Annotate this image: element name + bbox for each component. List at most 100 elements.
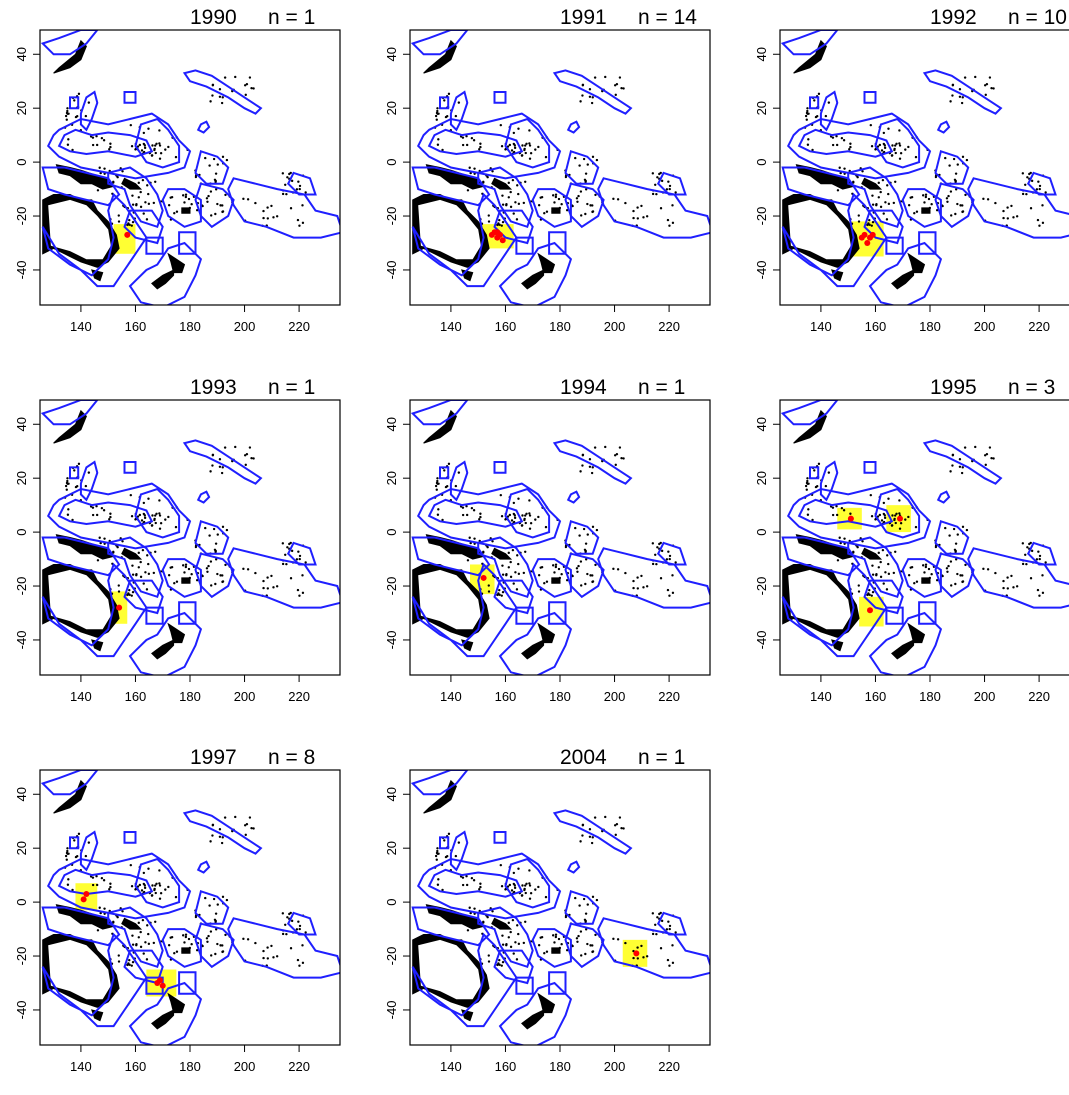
island-dot xyxy=(954,212,957,216)
island-dot xyxy=(102,139,106,142)
island-dot xyxy=(109,142,112,145)
island-dot xyxy=(298,184,302,188)
island-dot xyxy=(580,214,583,217)
island-dot xyxy=(174,525,178,529)
island-dot xyxy=(154,891,157,895)
island-dot xyxy=(1030,179,1034,183)
island-dot xyxy=(883,516,887,520)
island-dot xyxy=(131,573,135,576)
island-dot xyxy=(65,118,68,121)
island-dot xyxy=(218,828,222,831)
island-dot xyxy=(472,509,476,512)
island-dot xyxy=(1024,183,1027,187)
island-dot xyxy=(893,148,896,152)
island-dot xyxy=(579,470,582,473)
island-dot xyxy=(244,833,247,837)
island-dot xyxy=(131,220,135,224)
island-dot xyxy=(129,553,132,557)
island-dot xyxy=(655,932,658,936)
island-dot xyxy=(512,882,516,886)
island-dot xyxy=(208,164,211,167)
island-dot xyxy=(289,577,293,580)
island-dot xyxy=(1026,546,1029,549)
island-dot xyxy=(622,457,625,460)
island-dot xyxy=(434,114,438,118)
island-dot xyxy=(528,869,531,872)
island-dot xyxy=(666,958,670,962)
island-dot xyxy=(576,570,579,574)
island-dot xyxy=(877,566,880,569)
eez-boundary xyxy=(449,460,469,502)
island-dot xyxy=(131,590,135,594)
island-dot xyxy=(668,557,671,561)
island-dot xyxy=(290,919,294,923)
island-dot xyxy=(528,897,532,900)
island-dot xyxy=(511,918,515,922)
eez-boundary xyxy=(123,461,137,474)
island-dot xyxy=(129,183,132,187)
island-dot xyxy=(96,559,100,562)
eez-boundary xyxy=(797,498,894,528)
eez-boundary xyxy=(885,606,904,625)
island-dot xyxy=(840,136,844,140)
island-dot xyxy=(100,506,104,510)
island-dot xyxy=(948,534,951,537)
eez-boundary xyxy=(498,241,573,305)
island-dot xyxy=(595,528,599,532)
island-dot xyxy=(517,572,521,576)
island-dot xyxy=(581,834,584,837)
island-dot xyxy=(154,514,157,517)
land-mass xyxy=(91,1009,104,1022)
island-dot xyxy=(131,934,134,937)
island-dot xyxy=(891,514,894,517)
island-dot xyxy=(622,827,625,830)
island-dot xyxy=(891,144,894,147)
island-dot xyxy=(651,192,655,196)
island-dot xyxy=(642,586,645,589)
island-dot xyxy=(843,537,846,540)
island-dot xyxy=(468,166,471,169)
eez-boundary xyxy=(863,209,904,245)
island-dot xyxy=(461,876,465,879)
island-dot xyxy=(478,518,481,521)
island-dot xyxy=(141,178,145,182)
island-dot xyxy=(551,950,554,953)
island-dot xyxy=(579,930,583,933)
island-dot xyxy=(954,550,957,554)
eez-boundary xyxy=(493,949,534,985)
island-dot xyxy=(154,521,157,525)
island-dot xyxy=(515,218,519,221)
australia-interior xyxy=(788,199,851,260)
island-dot xyxy=(835,143,839,147)
island-dot xyxy=(1015,215,1019,218)
island-dot xyxy=(184,948,187,952)
eez-boundary xyxy=(134,487,181,539)
island-dot xyxy=(98,166,101,169)
island-dot xyxy=(528,499,531,502)
island-dot xyxy=(466,923,469,926)
island-dot xyxy=(614,833,617,837)
island-dot xyxy=(436,849,439,853)
island-dot xyxy=(218,465,222,468)
island-dot xyxy=(913,212,916,215)
island-dot xyxy=(994,201,997,205)
island-dot xyxy=(466,183,469,186)
island-dot xyxy=(515,958,519,961)
island-dot xyxy=(517,192,520,196)
land-mass xyxy=(91,639,104,652)
y-tick-label: -40 xyxy=(14,1001,29,1020)
island-dot xyxy=(521,144,524,147)
island-dot xyxy=(491,540,494,543)
island-dot xyxy=(221,950,225,953)
island-dot xyxy=(501,203,505,206)
island-dot xyxy=(167,145,170,149)
eez-boundary xyxy=(797,128,894,158)
x-tick-label: 180 xyxy=(549,319,571,334)
island-dot xyxy=(219,574,222,577)
island-dot xyxy=(1035,558,1039,561)
island-dot xyxy=(965,528,969,532)
island-dot xyxy=(242,567,245,571)
island-dot xyxy=(645,955,649,958)
island-dot xyxy=(827,101,831,104)
island-dot xyxy=(668,187,671,191)
